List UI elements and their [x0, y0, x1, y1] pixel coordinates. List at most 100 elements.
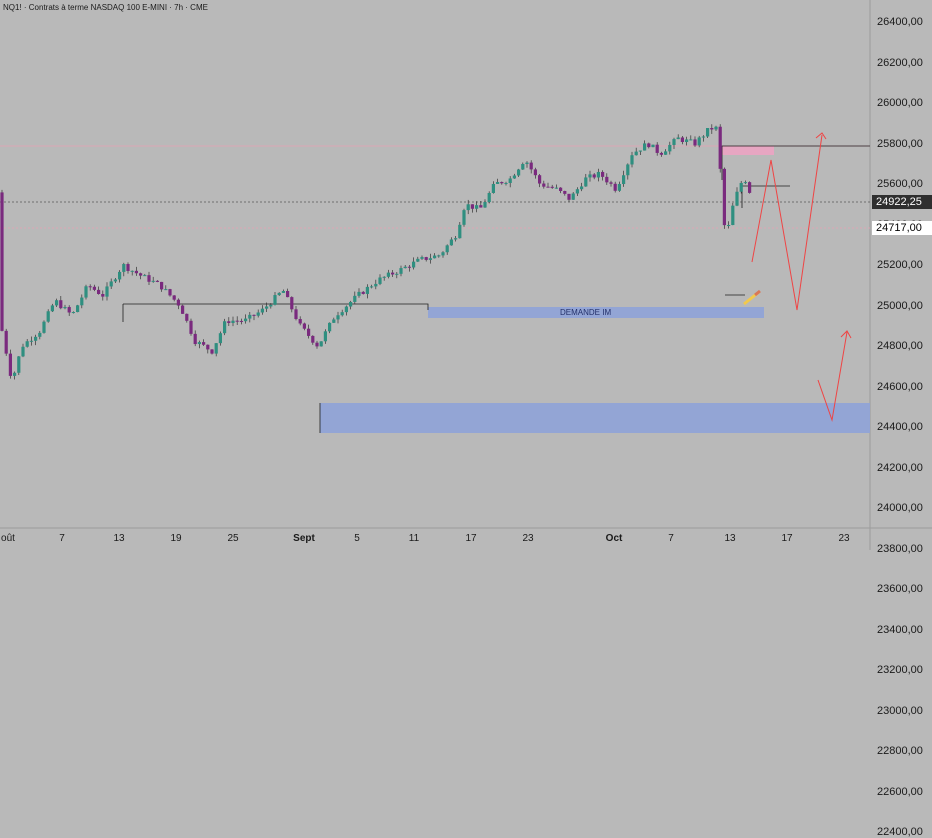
candle-body [113, 279, 117, 282]
candle-body [424, 257, 428, 260]
candle-body [118, 271, 122, 280]
dotted-level-badge: 24922,25 [872, 195, 932, 209]
candle-body [382, 276, 386, 278]
candle-body [412, 261, 416, 268]
candle-body [126, 264, 130, 271]
candle-body [689, 139, 693, 141]
price-tick-label: 26200,00 [877, 56, 923, 69]
candle-body [298, 319, 302, 324]
demand-zone[interactable] [428, 307, 764, 318]
candle-body [206, 344, 210, 350]
date-tick-label: 19 [170, 533, 182, 544]
candle-body [34, 336, 38, 341]
candle-body [533, 169, 537, 176]
candle-body [307, 328, 311, 336]
candle-body [722, 168, 726, 226]
date-tick-label: 13 [724, 533, 736, 544]
candle-body [634, 151, 638, 156]
projection-path-lower [817, 331, 848, 422]
candle-body [542, 183, 546, 187]
candle-body [378, 277, 382, 284]
candle-body [638, 150, 642, 152]
candle-body [680, 137, 684, 142]
candle-body [29, 340, 33, 342]
candle-body [407, 266, 411, 268]
candle-body [332, 319, 336, 323]
candle-body [609, 182, 613, 184]
candle-body [374, 283, 378, 287]
candle-body [571, 193, 575, 200]
candle-body [55, 300, 59, 306]
candle-body [21, 346, 25, 357]
candle-body [227, 321, 231, 323]
candle-body [580, 186, 584, 190]
candle-body [168, 289, 172, 296]
candle-body [202, 342, 206, 345]
candle-body [290, 297, 294, 310]
candle-body [370, 286, 374, 288]
candle-body [143, 275, 147, 277]
candle-body [651, 144, 655, 148]
candle-body [248, 314, 252, 319]
supply-zone[interactable] [722, 146, 774, 155]
candle-body [588, 174, 592, 178]
candle-body [403, 266, 407, 269]
price-tick-label: 25800,00 [877, 137, 923, 150]
date-tick-label: 25 [227, 533, 239, 544]
candle-body [328, 322, 332, 332]
candle-body [626, 164, 630, 176]
candle-body [210, 349, 214, 354]
candle-body [714, 126, 718, 130]
demand-zone-label: DEMANDE IM [560, 308, 612, 317]
candle-body [462, 210, 466, 225]
price-tick-label: 24000,00 [877, 502, 923, 514]
candle-body [710, 128, 714, 130]
candle-body [693, 139, 697, 146]
candle-body [155, 280, 159, 282]
candle-body [193, 333, 197, 345]
price-tick-label: 23600,00 [877, 583, 923, 595]
price-tick-label: 22400,00 [877, 826, 923, 838]
candle-body [63, 307, 67, 309]
last-price-badge: 24717,00 [872, 221, 932, 235]
candle-body [521, 164, 525, 170]
candle-body [92, 286, 96, 290]
price-tick-label: 24200,00 [877, 461, 923, 474]
lower-demand-zone[interactable] [320, 403, 870, 433]
candle-body [84, 286, 88, 298]
price-tick-label: 24600,00 [877, 380, 923, 393]
candle-body [42, 321, 46, 333]
candle-body [256, 312, 260, 316]
candle-body [323, 331, 327, 342]
candle-body [336, 315, 340, 320]
candle-body [504, 182, 508, 184]
candle-body [122, 264, 126, 272]
candle-body [718, 126, 722, 169]
candle-body [525, 162, 529, 165]
candle-body [101, 294, 105, 297]
pencil-icon[interactable] [743, 289, 761, 306]
candle-body [13, 372, 17, 376]
candle-body [517, 169, 521, 176]
candle-body [139, 273, 143, 276]
candle-body [441, 252, 445, 256]
candle-body [546, 186, 550, 188]
candle-body [265, 306, 269, 309]
price-tick-label: 23200,00 [877, 664, 923, 676]
candle-body [445, 245, 449, 253]
candle-body [559, 187, 563, 192]
candle-body [260, 308, 264, 313]
candle-body [25, 341, 29, 347]
price-chart[interactable] [0, 0, 932, 550]
candle-body [235, 320, 239, 322]
candle-body [319, 341, 323, 347]
candle-body [269, 304, 273, 307]
range-top-line[interactable] [123, 303, 429, 310]
candle-body [748, 182, 752, 193]
projection-path-upper [751, 134, 823, 311]
candle-body [420, 257, 424, 259]
candle-body [475, 205, 479, 209]
price-tick-label: 24400,00 [877, 421, 923, 433]
date-tick-label: Oct [605, 533, 623, 544]
candle-body [529, 162, 533, 170]
